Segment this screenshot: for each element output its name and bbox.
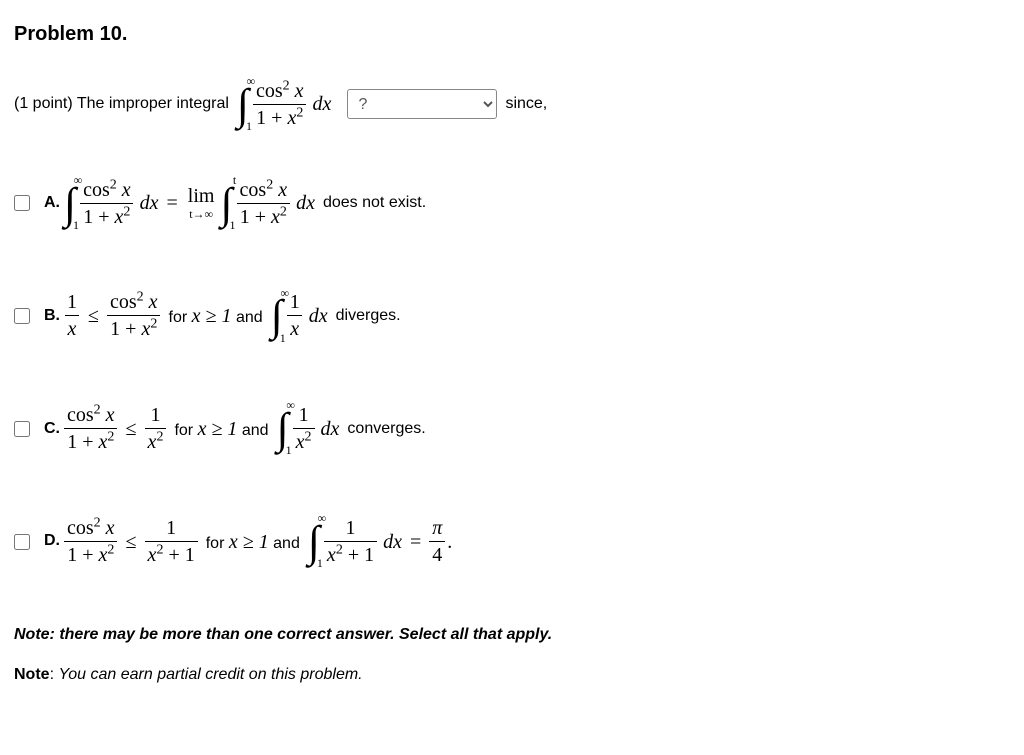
note-multiple-answers: Note: there may be more than one correct…: [14, 624, 1014, 646]
option-c: C. cos2 x 1 + x2 ≤ 1x2 for x ≥ 1 and ∞∫1…: [14, 394, 1014, 463]
option-a: A. ∞∫1 cos2 x 1 + x2 dx = limt→∞ t∫1 cos…: [14, 169, 1014, 238]
option-b: B. 1x ≤ cos2 x 1 + x2 for x ≥ 1 and ∞∫1 …: [14, 282, 1014, 351]
checkbox-d[interactable]: [14, 534, 30, 550]
checkbox-b[interactable]: [14, 308, 30, 324]
option-b-label: B.: [44, 305, 60, 327]
option-a-tail: does not exist.: [323, 192, 426, 214]
option-d: D. cos2 x 1 + x2 ≤ 1x2 + 1 for x ≥ 1 and…: [14, 507, 1014, 576]
checkbox-a[interactable]: [14, 195, 30, 211]
options-list: A. ∞∫1 cos2 x 1 + x2 dx = limt→∞ t∫1 cos…: [14, 169, 1014, 576]
stem-prefix: (1 point) The improper integral: [14, 93, 229, 115]
problem-stem: (1 point) The improper integral ∞ ∫ 1 co…: [14, 70, 1014, 139]
note-partial-credit: Note: You can earn partial credit on thi…: [14, 664, 1014, 686]
option-c-tail: converges.: [347, 418, 425, 440]
problem-title: Problem 10.: [14, 20, 1014, 48]
checkbox-c[interactable]: [14, 421, 30, 437]
option-c-label: C.: [44, 418, 60, 440]
option-b-tail: diverges.: [336, 305, 401, 327]
option-a-label: A.: [44, 192, 60, 214]
stem-suffix: since,: [505, 93, 547, 115]
option-d-label: D.: [44, 530, 60, 552]
answer-select[interactable]: ?: [347, 89, 497, 119]
stem-integral: ∞ ∫ 1 cos2 x 1 + x2 dx: [235, 70, 334, 139]
